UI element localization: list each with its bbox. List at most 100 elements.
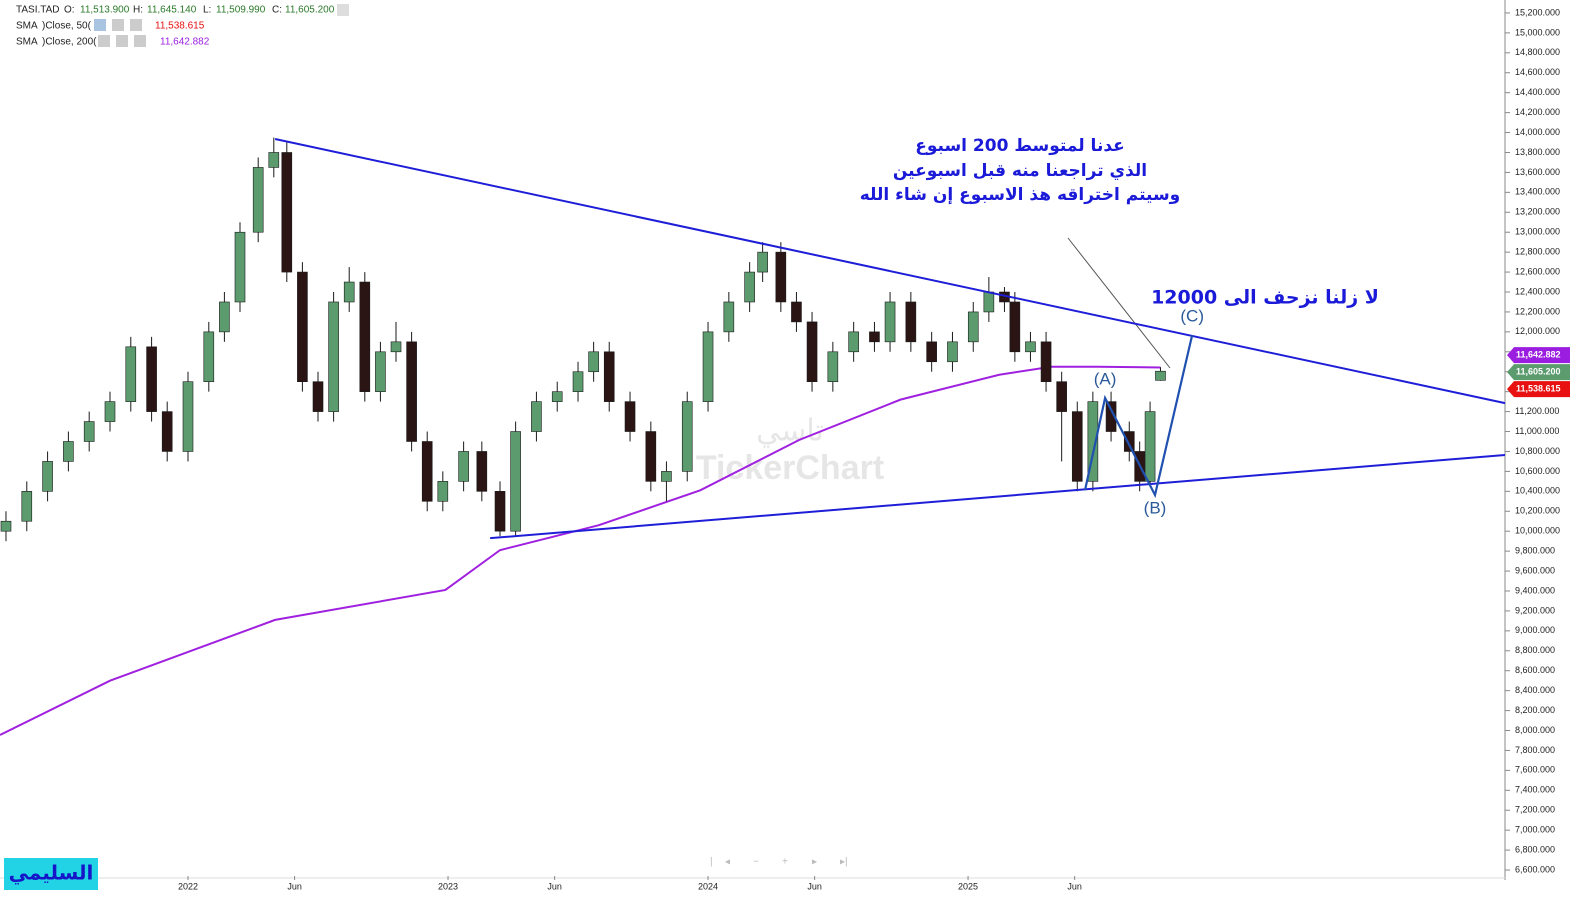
candle-body bbox=[775, 251, 787, 303]
candle-body bbox=[0, 520, 12, 532]
price-tag-label: 11,538.615 bbox=[1516, 384, 1561, 394]
candle-body bbox=[234, 231, 246, 303]
y-tick-label: 11,000.000 bbox=[1515, 426, 1559, 436]
candle-body bbox=[63, 441, 74, 462]
y-tick-label: 12,200.000 bbox=[1515, 306, 1560, 316]
annotation: لا زلنا نزحف الى 12000 bbox=[1151, 287, 1379, 309]
watermark: تاسي bbox=[756, 414, 824, 449]
candle-body bbox=[1056, 381, 1067, 412]
candle-body bbox=[297, 271, 308, 382]
candle-body bbox=[268, 152, 280, 168]
visibility-button[interactable] bbox=[98, 35, 110, 47]
candle-body bbox=[494, 491, 506, 532]
y-tick-label: 6,800.000 bbox=[1515, 844, 1555, 854]
candle-body bbox=[104, 401, 116, 422]
x-tick-label: Jun bbox=[1067, 881, 1082, 891]
wave-label: (B) bbox=[1144, 498, 1167, 517]
candle-body bbox=[905, 301, 917, 343]
x-tick-label: Jun bbox=[287, 881, 302, 891]
value: 11,645.140 bbox=[147, 5, 197, 16]
remove-button[interactable] bbox=[134, 35, 146, 47]
pointer-arrow bbox=[1067, 237, 1171, 369]
y-tick-label: 15,200.000 bbox=[1515, 7, 1560, 17]
y-tick-label: 13,000.000 bbox=[1515, 227, 1560, 237]
price-tag bbox=[1507, 364, 1570, 381]
candle-body bbox=[83, 421, 95, 442]
candle-body bbox=[510, 431, 521, 532]
indicator-params: )Close, 200( bbox=[42, 37, 97, 48]
candle-body bbox=[681, 401, 693, 472]
indicator-value: 11,642.882 bbox=[160, 37, 210, 48]
candle-body bbox=[1144, 411, 1156, 482]
candle-body bbox=[967, 311, 979, 343]
candle-body bbox=[926, 341, 937, 363]
candle-body bbox=[1071, 411, 1083, 482]
indicator-name: SMA bbox=[16, 21, 38, 32]
y-tick-label: 11,200.000 bbox=[1515, 406, 1559, 416]
y-tick-label: 12,600.000 bbox=[1515, 266, 1560, 276]
y-tick-label: 9,200.000 bbox=[1515, 605, 1555, 615]
y-tick-label: 8,000.000 bbox=[1515, 725, 1555, 735]
y-tick-label: 9,800.000 bbox=[1515, 545, 1555, 555]
y-tick-label: 6,600.000 bbox=[1515, 864, 1555, 874]
price-tag-label: 11,605.200 bbox=[1516, 367, 1561, 377]
remove-button[interactable] bbox=[130, 19, 142, 31]
candle-body bbox=[661, 471, 672, 482]
candle-body bbox=[21, 491, 33, 522]
indicator-params: )Close, 50( bbox=[42, 21, 92, 32]
y-tick-label: 10,400.000 bbox=[1515, 486, 1560, 496]
y-tick-label: 14,400.000 bbox=[1515, 87, 1560, 97]
author: السليمي bbox=[9, 861, 94, 886]
y-tick-label: 7,000.000 bbox=[1515, 825, 1555, 835]
label: L: bbox=[203, 5, 211, 16]
candle-body bbox=[588, 351, 599, 373]
y-tick-label: 7,800.000 bbox=[1515, 745, 1555, 755]
symbol: TASI.TAD bbox=[16, 5, 60, 16]
candle-body bbox=[203, 331, 215, 382]
candle-body bbox=[161, 411, 173, 452]
candle-body bbox=[884, 301, 896, 343]
wave-label: (C) bbox=[1180, 306, 1204, 325]
candle-body bbox=[551, 391, 563, 402]
candle-body bbox=[1155, 370, 1166, 381]
candle-body bbox=[421, 441, 433, 502]
y-tick-label: 12,000.000 bbox=[1515, 326, 1560, 336]
y-tick-label: 14,000.000 bbox=[1515, 127, 1560, 137]
candle-body bbox=[603, 351, 615, 402]
candle-body bbox=[312, 381, 324, 412]
candle-body bbox=[572, 371, 584, 392]
y-tick-label: 9,400.000 bbox=[1515, 585, 1555, 595]
candle-body bbox=[848, 331, 859, 353]
scroll-controls[interactable]: | ◂ − + ▸ ▸| bbox=[710, 857, 848, 868]
candle-body bbox=[1087, 401, 1099, 482]
candle-body bbox=[146, 346, 157, 412]
scroll-icon[interactable]: ▸| bbox=[840, 857, 848, 868]
candle-body bbox=[1040, 341, 1052, 382]
annotation: الذي تراجعنا منه قبل اسبوعين bbox=[893, 161, 1147, 181]
scroll-icon[interactable]: | bbox=[710, 857, 713, 868]
price-tag bbox=[1507, 381, 1570, 398]
watermark: TickerChart bbox=[696, 449, 884, 487]
y-tick-label: 10,800.000 bbox=[1515, 446, 1560, 456]
scroll-icon[interactable]: − bbox=[753, 857, 759, 868]
menu-button[interactable] bbox=[337, 4, 349, 16]
y-tick-label: 14,600.000 bbox=[1515, 67, 1560, 77]
candle-body bbox=[343, 281, 355, 303]
scroll-icon[interactable]: + bbox=[782, 857, 788, 868]
y-tick-label: 7,600.000 bbox=[1515, 765, 1555, 775]
candle-body bbox=[328, 301, 339, 412]
candle-body bbox=[359, 281, 371, 392]
candle-body bbox=[390, 341, 402, 353]
y-tick-label: 10,000.000 bbox=[1515, 526, 1560, 536]
y-tick-label: 14,200.000 bbox=[1515, 107, 1560, 117]
scroll-icon[interactable]: ▸ bbox=[812, 857, 817, 868]
candle-body bbox=[125, 346, 137, 402]
visibility-button[interactable] bbox=[94, 19, 106, 31]
y-tick-label: 13,400.000 bbox=[1515, 187, 1560, 197]
settings-button[interactable] bbox=[112, 19, 124, 31]
annotation: عدنا لمتوسط 200 اسبوع bbox=[915, 136, 1125, 156]
candle-body bbox=[624, 401, 636, 432]
settings-button[interactable] bbox=[116, 35, 128, 47]
scroll-icon[interactable]: ◂ bbox=[725, 857, 730, 868]
